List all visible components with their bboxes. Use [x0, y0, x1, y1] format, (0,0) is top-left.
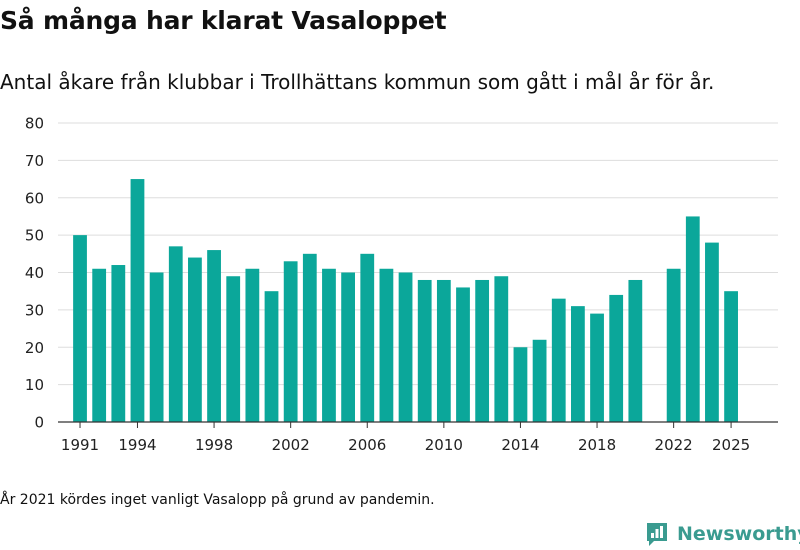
bar [571, 306, 585, 422]
bar [379, 268, 394, 422]
newsworthy-logo-icon [647, 523, 667, 546]
x-tick-label: 2002 [272, 436, 310, 454]
bar [417, 279, 432, 422]
y-tick-label: 80 [25, 115, 44, 133]
bar [111, 265, 126, 422]
bar [149, 272, 164, 422]
x-tick-label: 2022 [655, 436, 693, 454]
brand-name: Newsworthy [677, 523, 800, 545]
bar [207, 250, 221, 422]
bar [532, 339, 547, 422]
y-tick-label: 40 [25, 264, 44, 282]
x-tick-label: 2025 [712, 436, 750, 454]
bar [226, 276, 241, 422]
x-tick-label: 2010 [425, 436, 463, 454]
x-tick-label: 2006 [348, 436, 386, 454]
bar [685, 216, 700, 422]
x-tick-label: 1991 [61, 436, 99, 454]
bar [168, 246, 183, 422]
bar [322, 268, 336, 422]
bar [628, 279, 643, 422]
bar [666, 268, 681, 422]
bar [92, 268, 107, 422]
bar [724, 291, 738, 422]
bar [398, 272, 413, 422]
chart-subtitle: Antal åkare från klubbar i Trollhättans … [0, 70, 715, 94]
bar [705, 242, 719, 422]
footnote: År 2021 kördes inget vanligt Vasalopp på… [0, 492, 435, 508]
x-tick-label: 2018 [578, 436, 616, 454]
y-axis: 0 10 20 30 40 50 60 70 80 [25, 115, 44, 432]
bar [513, 347, 528, 422]
newsworthy-logo: Newsworthy [645, 520, 800, 548]
bar [73, 235, 87, 422]
bar [245, 268, 260, 422]
bar [264, 291, 279, 422]
y-tick-label: 20 [25, 339, 44, 357]
y-tick-label: 50 [25, 227, 44, 245]
bar [283, 261, 298, 422]
y-tick-label: 10 [25, 376, 44, 394]
y-tick-label: 70 [25, 152, 44, 170]
bar [494, 276, 509, 422]
x-tick-label: 1998 [195, 436, 233, 454]
bars [73, 179, 738, 422]
y-tick-label: 0 [34, 414, 44, 432]
bar [456, 287, 470, 422]
x-axis: 1991 1994 1998 2002 2006 2010 2014 2018 2022 2025 [58, 421, 778, 454]
bar [341, 272, 355, 422]
y-tick-label: 60 [25, 189, 44, 207]
bar [609, 294, 624, 422]
y-tick-label: 30 [25, 301, 44, 319]
x-tick-label: 1994 [118, 436, 156, 454]
bar [360, 253, 375, 422]
bar [475, 279, 490, 422]
x-tick-label: 2014 [501, 436, 539, 454]
bar [436, 279, 451, 422]
bar [130, 179, 145, 422]
bar [590, 313, 604, 422]
bar [188, 257, 202, 422]
bar [302, 253, 317, 422]
bar [551, 298, 566, 422]
chart-title: Så många har klarat Vasaloppet [0, 6, 447, 35]
